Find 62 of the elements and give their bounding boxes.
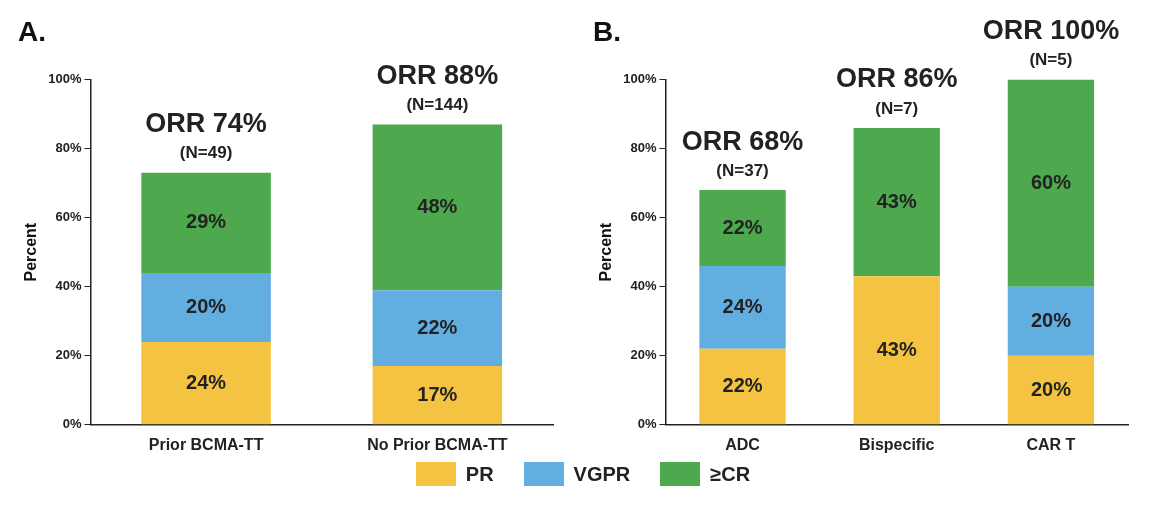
y-tick-label: 100% xyxy=(623,71,657,87)
data-label: 43% xyxy=(876,337,917,360)
y-tick-label: 60% xyxy=(630,209,657,225)
data-label: 60% xyxy=(1030,170,1072,193)
bar xyxy=(699,348,786,425)
data-label: 20% xyxy=(1030,308,1072,331)
total-label: ORR 74% xyxy=(145,108,267,139)
chart-title: A. xyxy=(18,15,46,47)
data-label: 29% xyxy=(186,210,227,233)
x-tick-label: CAR T xyxy=(1026,435,1076,453)
total-label: ORR 100% xyxy=(982,15,1120,46)
bar xyxy=(1007,79,1095,287)
bar xyxy=(1007,355,1095,425)
annotation: (N=37) xyxy=(716,160,769,180)
bar xyxy=(372,290,503,367)
annotation: (N=7) xyxy=(875,98,919,118)
bar xyxy=(699,266,786,349)
annotation: (N=144) xyxy=(406,95,469,115)
data-label: 24% xyxy=(722,294,763,317)
bar xyxy=(141,172,271,273)
bar xyxy=(141,272,271,342)
x-tick-label: Bispecific xyxy=(858,435,935,453)
y-tick-label: 0% xyxy=(62,416,82,432)
bar xyxy=(372,124,503,291)
bar xyxy=(1007,286,1095,356)
bar xyxy=(853,127,940,277)
legend-label: VGPR xyxy=(573,462,631,486)
data-label: 20% xyxy=(1030,377,1072,400)
x-tick-label: No Prior BCMA-TT xyxy=(367,435,508,453)
y-tick-label: 20% xyxy=(55,347,82,363)
y-tick-label: 40% xyxy=(55,278,82,294)
bar xyxy=(372,366,503,425)
data-label: 20% xyxy=(186,294,227,317)
y-tick-label: 20% xyxy=(630,347,657,363)
y-tick-label: 40% xyxy=(630,278,657,294)
annotation: (N=49) xyxy=(179,143,233,163)
data-label: 22% xyxy=(417,315,458,338)
total-label: ORR 86% xyxy=(835,63,958,94)
total-label: ORR 68% xyxy=(681,125,804,156)
bar xyxy=(853,276,940,425)
total-label: ORR 88% xyxy=(376,59,499,90)
y-axis-title: Percent xyxy=(22,222,40,282)
y-tick-label: 100% xyxy=(48,71,82,87)
legend-label: PR xyxy=(465,462,494,486)
chart-title: B. xyxy=(593,15,621,47)
data-label: 22% xyxy=(722,215,763,238)
data-label: 22% xyxy=(722,374,763,397)
annotation: (N=5) xyxy=(1029,50,1073,70)
bar xyxy=(141,341,271,425)
data-label: 24% xyxy=(186,370,227,393)
y-tick-label: 0% xyxy=(637,416,657,432)
data-label: 48% xyxy=(417,194,458,217)
bar xyxy=(699,190,786,267)
legend-label: ≥CR xyxy=(710,462,751,486)
y-tick-label: 80% xyxy=(55,140,82,156)
x-tick-label: Prior BCMA-TT xyxy=(148,435,264,453)
y-axis-title: Percent xyxy=(597,222,615,282)
y-tick-label: 80% xyxy=(630,140,657,156)
data-label: 17% xyxy=(417,382,458,405)
data-label: 43% xyxy=(876,189,917,212)
y-tick-label: 60% xyxy=(55,209,82,225)
x-tick-label: ADC xyxy=(725,435,761,453)
